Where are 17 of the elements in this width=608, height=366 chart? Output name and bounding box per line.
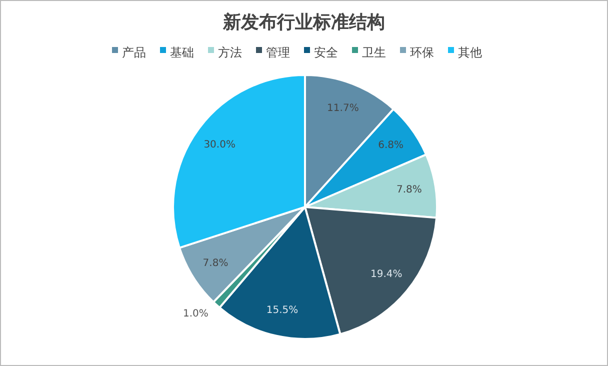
data-label: 6.8% bbox=[378, 140, 404, 152]
legend-label: 卫生 bbox=[362, 45, 386, 60]
data-label: 19.4% bbox=[370, 269, 402, 280]
data-label: 11.7% bbox=[327, 103, 359, 114]
legend-label: 其他 bbox=[458, 45, 482, 60]
data-label: 1.0% bbox=[183, 308, 208, 320]
legend-label: 基础 bbox=[170, 45, 194, 60]
data-label: 7.8% bbox=[396, 184, 422, 196]
legend-label: 管理 bbox=[266, 45, 290, 60]
legend-label: 安全 bbox=[314, 45, 338, 60]
legend-label: 产品 bbox=[122, 45, 146, 60]
legend-label: 方法 bbox=[218, 45, 242, 60]
data-label: 7.8% bbox=[202, 258, 228, 269]
data-label: 30.0% bbox=[204, 140, 236, 151]
data-label: 15.5% bbox=[266, 304, 298, 316]
legend-label: 环保 bbox=[410, 45, 434, 60]
chart-title: 新发布行业标准结构 bbox=[222, 12, 385, 33]
